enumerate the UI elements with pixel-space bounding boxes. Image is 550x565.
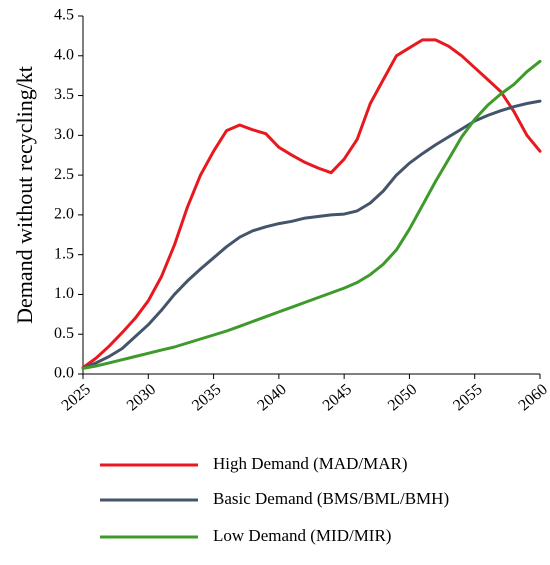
y-tick-label: 2.5 bbox=[54, 166, 74, 183]
x-tick-label: 2045 bbox=[320, 381, 355, 415]
y-tick-label: 4.0 bbox=[54, 46, 74, 63]
y-tick-label: 4.5 bbox=[54, 7, 74, 24]
y-tick-label: 3.5 bbox=[54, 86, 74, 103]
x-tick-label: 2040 bbox=[254, 381, 289, 415]
y-axis-title: Demand without recycling/kt bbox=[12, 66, 37, 324]
x-tick-label: 2030 bbox=[124, 381, 159, 415]
x-tick-label: 2025 bbox=[58, 381, 93, 415]
x-tick-label: 2055 bbox=[450, 381, 485, 415]
y-tick-label: 1.5 bbox=[54, 245, 74, 262]
series-line-2 bbox=[81, 99, 542, 370]
series-line-1 bbox=[81, 38, 542, 370]
legend-label-3: Low Demand (MID/MIR) bbox=[213, 526, 391, 545]
legend-label-2: Basic Demand (BMS/BML/BMH) bbox=[213, 489, 449, 508]
y-tick-label: 0.5 bbox=[54, 325, 74, 342]
y-tick-label: 2.0 bbox=[54, 206, 74, 223]
legend-label-1: High Demand (MAD/MAR) bbox=[213, 454, 408, 473]
y-tick-label: 0.0 bbox=[54, 365, 74, 382]
x-tick-label: 2050 bbox=[385, 381, 420, 415]
x-tick-label: 2060 bbox=[515, 381, 550, 415]
series-line-3 bbox=[81, 59, 542, 370]
y-tick-label: 3.0 bbox=[54, 126, 74, 143]
y-tick-label: 1.0 bbox=[54, 285, 74, 302]
x-tick-label: 2035 bbox=[189, 381, 224, 415]
